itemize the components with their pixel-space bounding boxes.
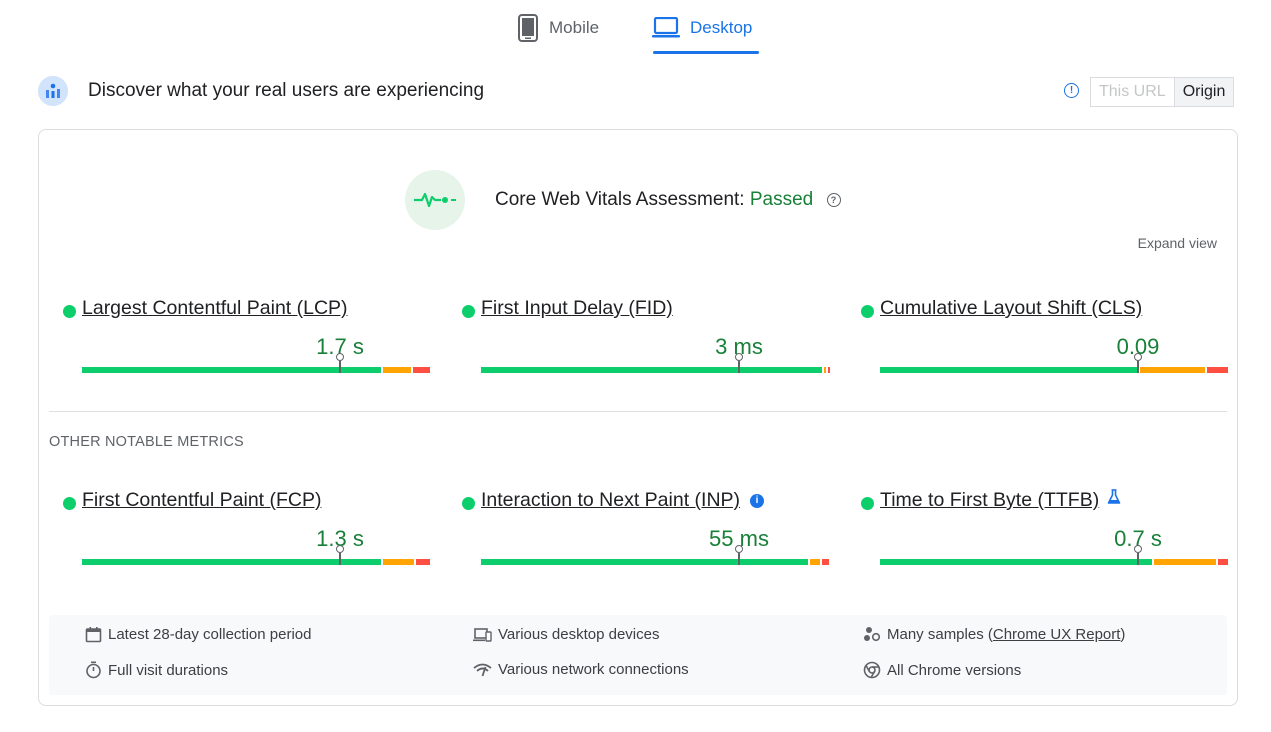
poor-segment xyxy=(822,559,829,565)
devices-item: Various desktop devices xyxy=(473,626,659,643)
p75-marker xyxy=(1134,545,1142,565)
network-text: Various network connections xyxy=(498,661,689,678)
expand-view-button[interactable]: Expand view xyxy=(1137,235,1217,251)
good-segment xyxy=(880,367,1138,373)
collection-period-item: Latest 28-day collection period xyxy=(85,626,311,643)
chrome-versions-text: All Chrome versions xyxy=(887,661,1022,679)
chrome-versions-item: All Chrome versions xyxy=(863,661,1021,679)
status-dot xyxy=(861,305,874,318)
poor-segment xyxy=(416,559,430,565)
p75-marker xyxy=(735,353,743,373)
p75-marker xyxy=(336,545,344,565)
url-origin-toggle: This URL Origin xyxy=(1090,77,1235,107)
metric-name-link[interactable]: Largest Contentful Paint (LCP) xyxy=(82,297,348,319)
data-collection-summary: Latest 28-day collection period Various … xyxy=(49,615,1227,695)
metric-inp: Interaction to Next Paint (INP) i 55 ms xyxy=(462,488,829,578)
calendar-icon xyxy=(85,627,102,643)
samples-icon xyxy=(864,627,881,642)
tab-mobile[interactable]: Mobile xyxy=(517,0,599,56)
metric-name-link[interactable]: Interaction to Next Paint (INP) xyxy=(481,489,741,511)
flask-icon[interactable] xyxy=(1107,489,1121,505)
phone-icon xyxy=(518,14,538,42)
laptop-icon xyxy=(652,17,680,38)
poor-segment xyxy=(1207,367,1228,373)
needs-improvement-segment xyxy=(383,559,415,565)
assessment-label: Core Web Vitals Assessment: xyxy=(495,189,745,210)
good-segment xyxy=(880,559,1152,565)
samples-suffix: ) xyxy=(1120,626,1126,643)
info-icon[interactable]: i xyxy=(750,493,765,508)
poor-segment xyxy=(1217,559,1228,565)
needs-improvement-segment xyxy=(1153,559,1216,565)
poor-segment xyxy=(412,367,430,373)
needs-improvement-segment xyxy=(1140,367,1206,373)
visit-durations-item: Full visit durations xyxy=(85,661,228,679)
timer-icon xyxy=(86,661,101,679)
samples-prefix: Many samples ( xyxy=(887,626,993,643)
distribution-bar xyxy=(82,367,430,373)
distribution-bar xyxy=(82,559,430,565)
field-data-card: Core Web Vitals Assessment: Passed ? Exp… xyxy=(38,129,1238,706)
this-url-button[interactable]: This URL xyxy=(1090,77,1175,107)
active-tab-indicator xyxy=(653,51,759,54)
good-segment xyxy=(481,559,808,565)
help-icon[interactable]: ? xyxy=(826,193,841,207)
status-dot xyxy=(63,497,76,510)
tab-desktop-label: Desktop xyxy=(690,18,753,37)
origin-button[interactable]: Origin xyxy=(1174,77,1235,107)
other-metrics-heading: OTHER NOTABLE METRICS xyxy=(49,434,244,450)
section-divider xyxy=(49,411,1227,412)
distribution-bar xyxy=(880,367,1228,373)
chrome-ux-report-link[interactable]: Chrome UX Report xyxy=(992,626,1121,643)
metric-ttfb: Time to First Byte (TTFB) 0.7 s xyxy=(861,488,1228,578)
metric-name-link[interactable]: First Contentful Paint (FCP) xyxy=(82,489,322,511)
visit-durations-text: Full visit durations xyxy=(108,661,229,679)
crux-logo-icon xyxy=(38,76,68,106)
assessment-status: Passed xyxy=(749,189,814,210)
samples-text: Many samples (Chrome UX Report) xyxy=(887,626,1125,643)
network-item: Various network connections xyxy=(473,661,689,678)
field-data-header: Discover what your real users are experi… xyxy=(38,76,1238,108)
samples-item: Many samples (Chrome UX Report) xyxy=(863,626,1125,643)
p75-marker xyxy=(336,353,344,373)
network-icon xyxy=(473,663,492,676)
pulse-icon xyxy=(405,170,465,230)
p75-marker xyxy=(735,545,743,565)
metric-cls: Cumulative Layout Shift (CLS) 0.09 xyxy=(861,296,1228,386)
needs-improvement-segment xyxy=(809,559,821,565)
distribution-bar xyxy=(481,367,830,373)
status-dot xyxy=(462,305,475,318)
metric-lcp: Largest Contentful Paint (LCP) 1.7 s xyxy=(63,296,430,386)
tab-mobile-label: Mobile xyxy=(549,18,600,37)
distribution-bar xyxy=(880,559,1228,565)
info-icon[interactable]: ! xyxy=(1064,83,1079,98)
devices-icon xyxy=(473,627,492,642)
status-dot xyxy=(861,497,874,510)
tab-desktop[interactable]: Desktop xyxy=(652,0,752,56)
status-dot xyxy=(462,497,475,510)
p75-marker xyxy=(1134,353,1142,373)
metric-name-link[interactable]: Time to First Byte (TTFB) xyxy=(880,489,1100,511)
status-dot xyxy=(63,305,76,318)
metric-fcp: First Contentful Paint (FCP) 1.3 s xyxy=(63,488,430,578)
metric-name-row: Interaction to Next Paint (INP) i xyxy=(481,489,765,512)
needs-improvement-segment xyxy=(823,367,826,373)
collection-period-text: Latest 28-day collection period xyxy=(108,626,312,643)
metric-name-row: Time to First Byte (TTFB) xyxy=(880,489,1121,512)
poor-segment xyxy=(827,367,830,373)
needs-improvement-segment xyxy=(383,367,411,373)
distribution-bar xyxy=(481,559,829,565)
metric-name-link[interactable]: Cumulative Layout Shift (CLS) xyxy=(880,297,1143,319)
device-tabs: Mobile Desktop xyxy=(0,0,1271,56)
chrome-icon xyxy=(863,661,881,679)
good-segment xyxy=(82,367,382,373)
page-title: Discover what your real users are experi… xyxy=(88,80,485,101)
good-segment xyxy=(82,559,382,565)
metric-name-link[interactable]: First Input Delay (FID) xyxy=(481,297,673,319)
good-segment xyxy=(481,367,822,373)
metric-fid: First Input Delay (FID) 3 ms xyxy=(462,296,830,386)
assessment-title: Core Web Vitals Assessment: Passed ? xyxy=(495,189,841,211)
devices-text: Various desktop devices xyxy=(498,626,660,643)
